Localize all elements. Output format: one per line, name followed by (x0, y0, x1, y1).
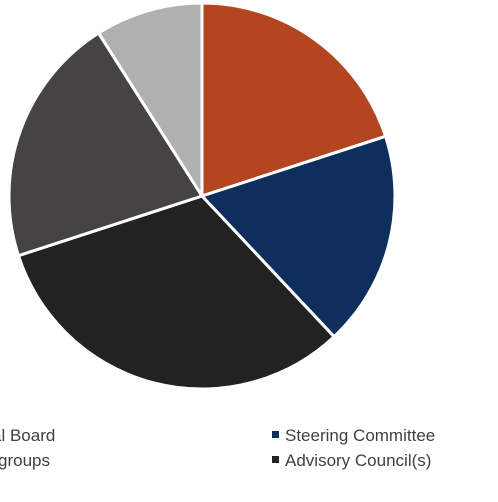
pie-slice-black (16, 194, 336, 391)
legend-swatch-steering-committee (272, 431, 279, 439)
pie-slice-navy (200, 134, 397, 339)
pie-slice-orange (200, 1, 388, 198)
pie-slice-light-gray (97, 1, 204, 198)
legend-item-steering-committee: Steering Committee (272, 426, 435, 446)
legend-item-label: al Board (0, 426, 56, 445)
legend-swatch-advisory-councils (272, 456, 279, 464)
legend-item-label: Advisory Council(s) (285, 451, 432, 470)
legend-item-label: Steering Committee (285, 426, 436, 445)
pie-slice-dark-gray (7, 31, 204, 258)
legend-item-label: groups (0, 451, 50, 470)
legend-item-board: al Board (0, 426, 55, 446)
legend-item-advisory-councils: Advisory Council(s) (272, 451, 431, 471)
legend-item-groups: groups (0, 451, 50, 471)
